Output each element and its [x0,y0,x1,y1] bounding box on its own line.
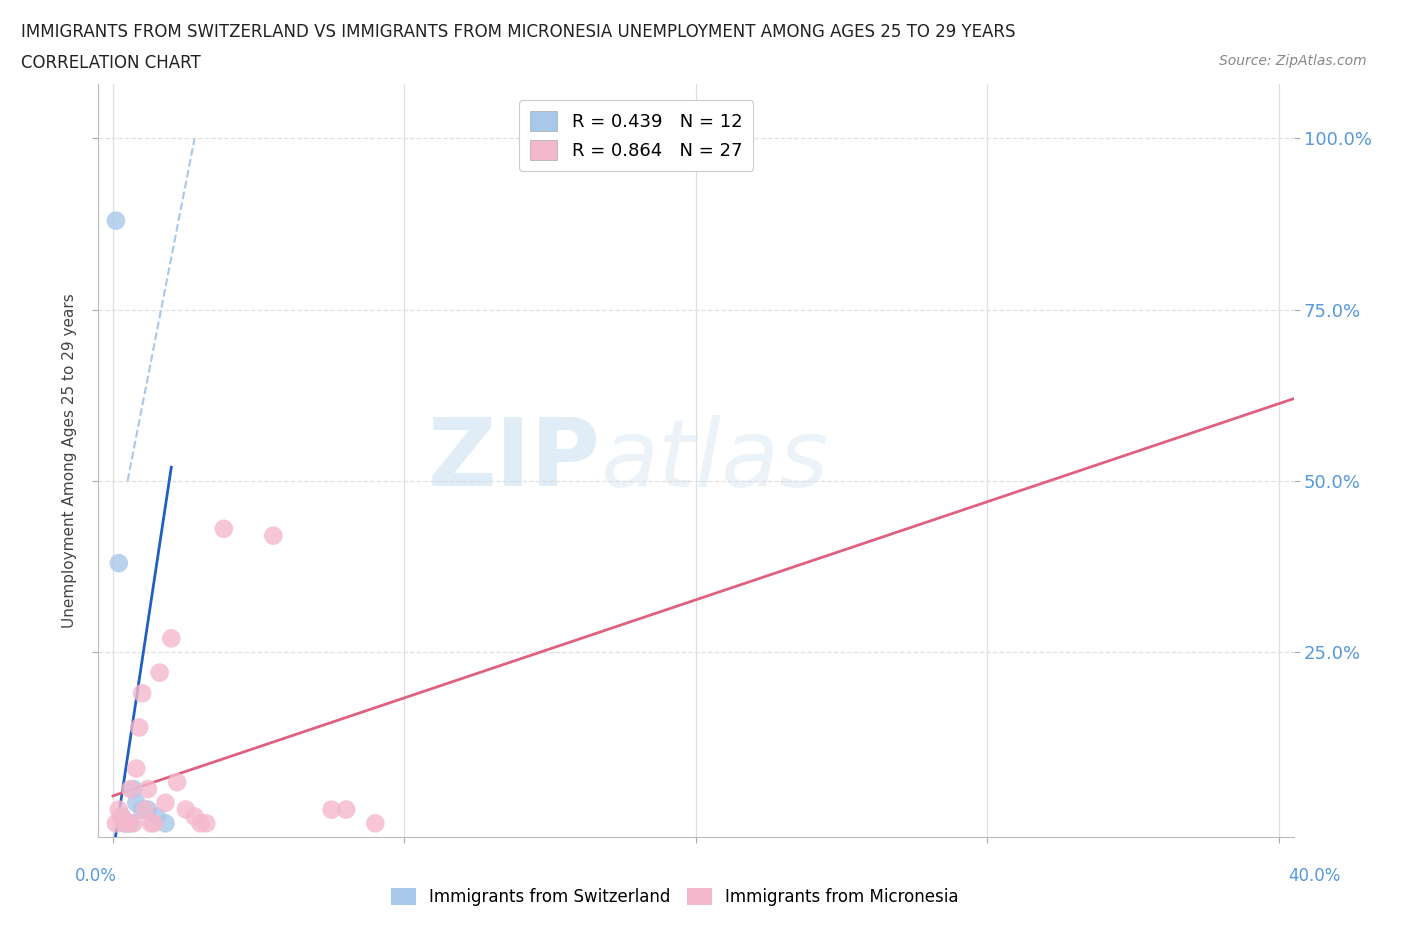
Point [122,781,145,796]
Point [160,631,183,645]
Point [114,816,136,830]
Legend: Immigrants from Switzerland, Immigrants from Micronesia: Immigrants from Switzerland, Immigrants … [384,881,966,912]
Point [262,528,284,543]
Text: Source: ZipAtlas.com: Source: ZipAtlas.com [1219,54,1367,68]
Point [111,809,134,824]
Legend: R = 0.439   N = 12, R = 0.864   N = 27: R = 0.439 N = 12, R = 0.864 N = 27 [519,100,754,171]
Point [128,720,150,735]
Text: IMMIGRANTS FROM SWITZERLAND VS IMMIGRANTS FROM MICRONESIA UNEMPLOYMENT AMONG AGE: IMMIGRANTS FROM SWITZERLAND VS IMMIGRANT… [21,23,1015,41]
Point [364,816,387,830]
Point [125,795,148,810]
Point [145,809,167,824]
Point [134,803,156,817]
Point [117,816,139,830]
Point [142,816,165,830]
Point [155,816,177,830]
Point [136,781,159,796]
Point [335,803,357,817]
Point [108,555,131,570]
Point [136,803,159,817]
Point [212,522,235,537]
Text: atlas: atlas [600,415,828,506]
Text: 0.0%: 0.0% [75,867,117,884]
Text: 40.0%: 40.0% [1288,867,1341,884]
Point [104,213,127,228]
Point [108,803,131,817]
Point [125,761,148,776]
Point [117,816,139,830]
Point [131,803,153,817]
Point [174,803,197,817]
Point [321,803,343,817]
Point [111,809,134,824]
Point [122,816,145,830]
Point [104,816,127,830]
Point [166,775,188,790]
Point [139,816,162,830]
Point [155,795,177,810]
Text: CORRELATION CHART: CORRELATION CHART [21,54,201,72]
Y-axis label: Unemployment Among Ages 25 to 29 years: Unemployment Among Ages 25 to 29 years [62,293,77,628]
Point [149,665,172,680]
Point [120,816,142,830]
Text: ZIP: ZIP [427,415,600,506]
Point [183,809,205,824]
Point [190,816,212,830]
Point [131,685,153,700]
Point [120,781,142,796]
Point [114,816,136,830]
Point [195,816,218,830]
